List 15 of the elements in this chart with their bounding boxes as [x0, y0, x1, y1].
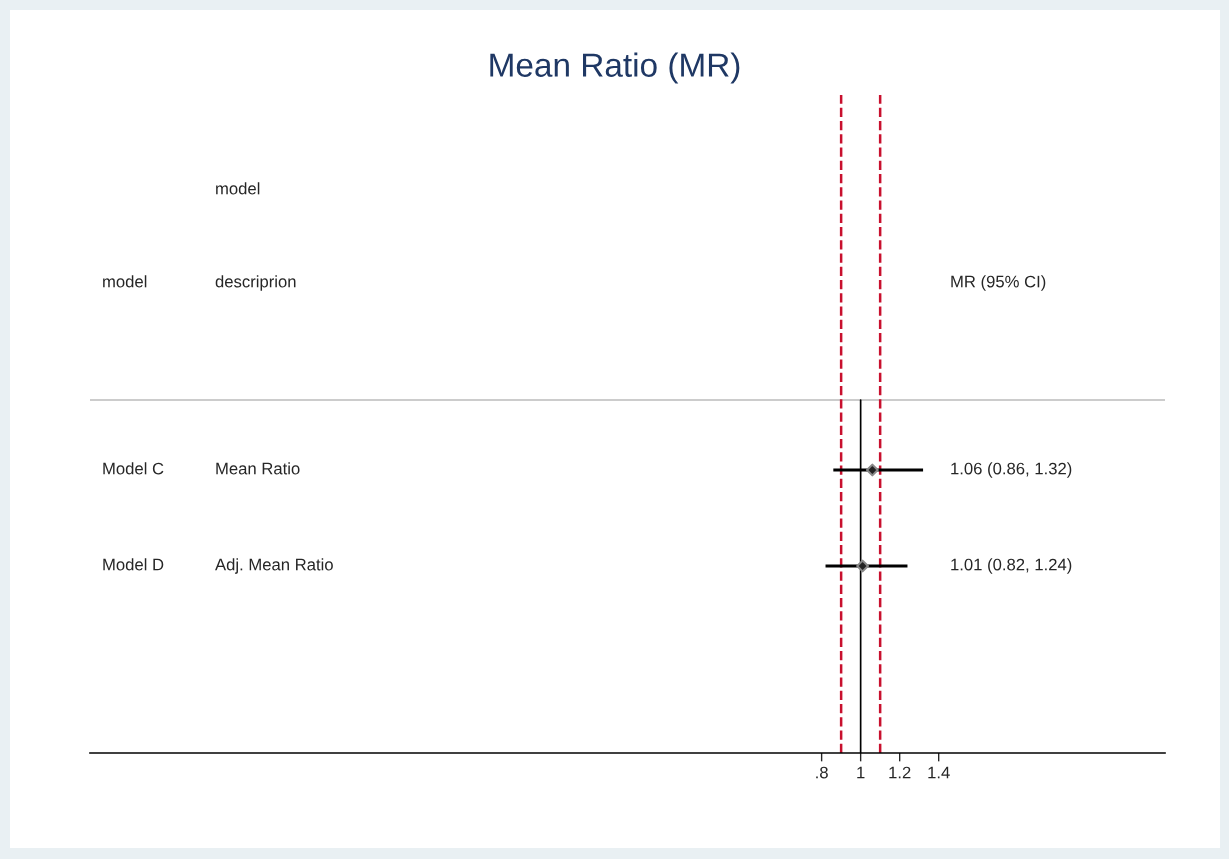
text: MR (95% CI)	[951, 275, 1046, 291]
text: model	[216, 182, 260, 195]
annotation: Mean Ratio	[216, 462, 300, 475]
chart-title: Mean Ratio (MR)	[490, 52, 740, 84]
text: model	[103, 275, 147, 288]
x-tick-label: 1.2	[889, 766, 911, 779]
x-tick-label: 1	[857, 766, 865, 779]
y-tick-label: Model D	[103, 558, 164, 571]
annotation: Adj. Mean Ratio	[215, 558, 333, 574]
y-tick-label: Model C	[103, 462, 164, 475]
x-tick-label: .8	[816, 766, 828, 779]
x-tick-label: 1.4	[928, 766, 950, 779]
annotation: 1.01 (0.82, 1.24)	[951, 558, 1072, 574]
annotation: 1.06 (0.86, 1.32)	[951, 462, 1072, 478]
text: descriprion	[215, 275, 296, 291]
